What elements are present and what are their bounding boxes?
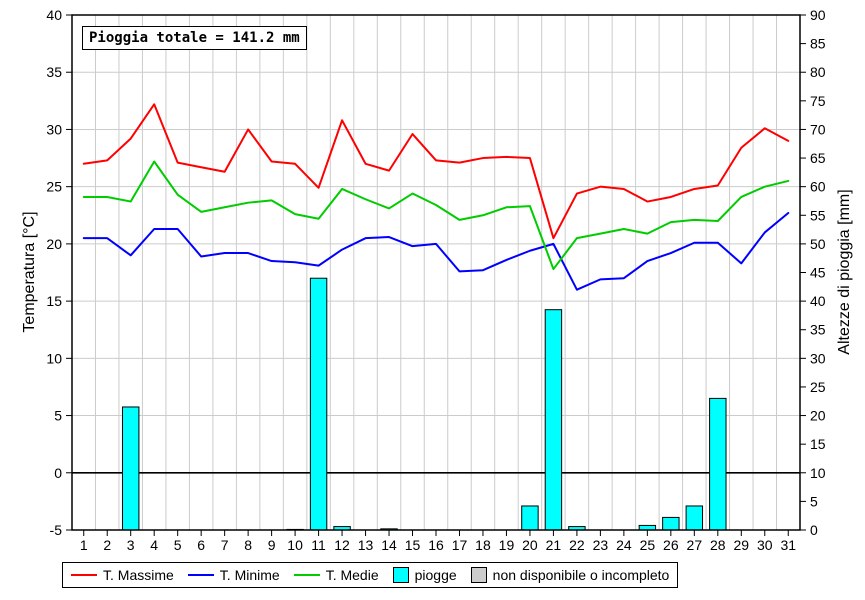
x-tick-label: 20 <box>522 537 538 553</box>
y-left-tick-label: 0 <box>54 465 62 481</box>
y-left-tick-label: 35 <box>46 64 62 80</box>
legend-color-swatch <box>471 567 487 583</box>
legend-label: T. Medie <box>326 567 379 583</box>
legend-label: piogge <box>415 567 457 583</box>
rain-bar <box>545 310 561 530</box>
x-tick-label: 2 <box>103 537 111 553</box>
y-right-tick-label: 60 <box>810 179 826 195</box>
legend-item: T. Minime <box>188 567 280 583</box>
rain-bar <box>122 407 138 530</box>
x-tick-label: 4 <box>150 537 158 553</box>
y-right-tick-label: 25 <box>810 379 826 395</box>
y-right-tick-label: 30 <box>810 350 826 366</box>
legend-item: piogge <box>393 567 457 583</box>
y-right-axis-label: Altezze di pioggia [mm] <box>836 172 854 372</box>
y-right-tick-label: 5 <box>810 493 818 509</box>
x-tick-label: 10 <box>287 537 303 553</box>
x-tick-label: 21 <box>546 537 562 553</box>
x-tick-label: 25 <box>640 537 656 553</box>
x-tick-label: 1 <box>80 537 88 553</box>
y-right-tick-label: 10 <box>810 465 826 481</box>
x-tick-label: 24 <box>616 537 632 553</box>
x-tick-label: 29 <box>734 537 750 553</box>
y-right-tick-label: 45 <box>810 265 826 281</box>
y-right-tick-label: 50 <box>810 236 826 252</box>
x-tick-label: 28 <box>710 537 726 553</box>
y-left-tick-label: 15 <box>46 293 62 309</box>
x-tick-label: 17 <box>452 537 468 553</box>
rain-bar <box>710 398 726 530</box>
x-tick-label: 3 <box>127 537 135 553</box>
y-right-tick-label: 20 <box>810 408 826 424</box>
y-right-tick-label: 75 <box>810 93 826 109</box>
chart-svg: -505101520253035400510152025303540455055… <box>0 0 865 600</box>
chart-container: -505101520253035400510152025303540455055… <box>0 0 865 600</box>
y-right-tick-label: 65 <box>810 150 826 166</box>
y-right-tick-label: 80 <box>810 64 826 80</box>
legend-line-swatch <box>71 574 97 576</box>
y-left-axis-label: Temperatura [°C] <box>21 192 39 352</box>
x-tick-label: 27 <box>687 537 703 553</box>
rain-bar <box>310 278 326 530</box>
y-left-tick-label: 10 <box>46 350 62 366</box>
y-right-tick-label: 55 <box>810 207 826 223</box>
x-tick-label: 31 <box>780 537 796 553</box>
y-left-tick-label: 20 <box>46 236 62 252</box>
x-tick-label: 18 <box>475 537 491 553</box>
x-tick-label: 14 <box>381 537 397 553</box>
legend-line-swatch <box>188 574 214 576</box>
legend-item: non disponibile o incompleto <box>471 567 670 583</box>
legend-label: T. Massime <box>103 567 174 583</box>
legend: T. Massime T. Minime T. Medie piogge non dis… <box>62 562 678 588</box>
y-left-tick-label: -5 <box>50 522 63 538</box>
x-tick-label: 23 <box>593 537 609 553</box>
x-tick-label: 12 <box>334 537 350 553</box>
y-right-tick-label: 70 <box>810 121 826 137</box>
legend-label: non disponibile o incompleto <box>493 567 670 583</box>
y-right-tick-label: 40 <box>810 293 826 309</box>
legend-color-swatch <box>393 567 409 583</box>
y-left-tick-label: 40 <box>46 7 62 23</box>
y-right-tick-label: 85 <box>810 36 826 52</box>
x-tick-label: 13 <box>358 537 374 553</box>
y-left-tick-label: 30 <box>46 121 62 137</box>
x-tick-label: 8 <box>244 537 252 553</box>
y-left-tick-label: 25 <box>46 179 62 195</box>
x-tick-label: 19 <box>499 537 515 553</box>
x-tick-label: 16 <box>428 537 444 553</box>
rain-bar <box>663 517 679 530</box>
legend-label: T. Minime <box>220 567 280 583</box>
legend-item: T. Medie <box>294 567 379 583</box>
y-right-tick-label: 15 <box>810 436 826 452</box>
x-tick-label: 30 <box>757 537 773 553</box>
x-tick-label: 6 <box>197 537 205 553</box>
legend-item: T. Massime <box>71 567 174 583</box>
x-tick-label: 5 <box>174 537 182 553</box>
y-right-tick-label: 0 <box>810 522 818 538</box>
y-right-tick-label: 90 <box>810 7 826 23</box>
legend-line-swatch <box>294 574 320 576</box>
rain-bar <box>686 506 702 530</box>
x-tick-label: 11 <box>311 537 326 553</box>
x-tick-label: 7 <box>221 537 229 553</box>
rain-bar <box>522 506 538 530</box>
x-tick-label: 9 <box>268 537 276 553</box>
y-left-tick-label: 5 <box>54 408 62 424</box>
x-tick-label: 26 <box>663 537 679 553</box>
total-rain-annotation: Pioggia totale = 141.2 mm <box>82 26 307 50</box>
x-tick-label: 15 <box>405 537 421 553</box>
y-right-tick-label: 35 <box>810 322 826 338</box>
x-tick-label: 22 <box>569 537 585 553</box>
